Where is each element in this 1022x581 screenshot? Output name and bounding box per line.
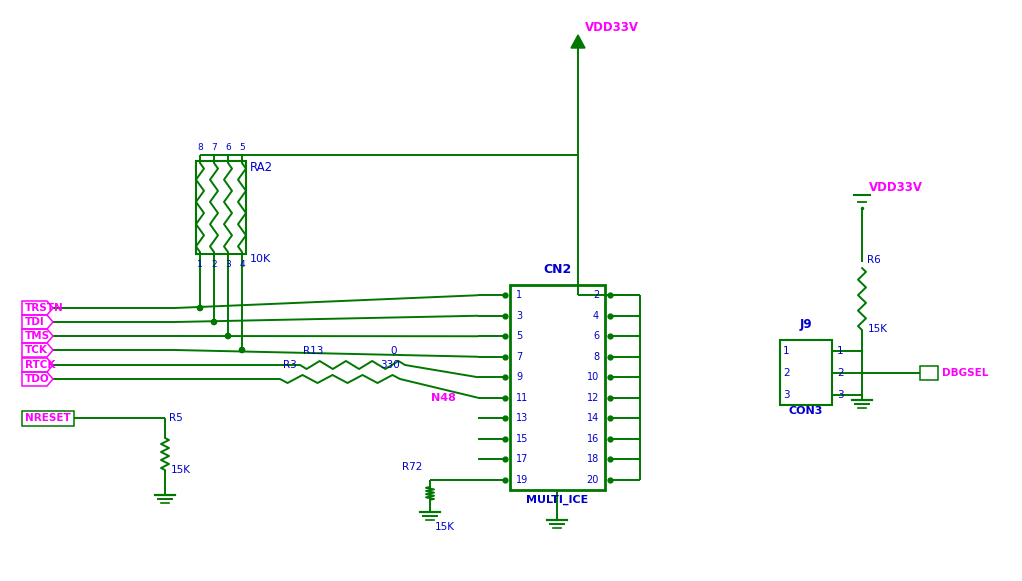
Text: 1: 1 — [516, 290, 522, 300]
Circle shape — [197, 306, 202, 310]
Text: 6: 6 — [593, 331, 599, 341]
Bar — [196, 161, 246, 254]
Text: 7: 7 — [516, 352, 522, 362]
Circle shape — [197, 306, 202, 310]
Text: DBGSEL: DBGSEL — [942, 368, 988, 378]
Circle shape — [239, 347, 244, 353]
Text: 20: 20 — [587, 475, 599, 485]
Text: 9: 9 — [516, 372, 522, 382]
Text: VDD33V: VDD33V — [869, 181, 923, 194]
Text: RA2: RA2 — [250, 161, 273, 174]
Text: 7: 7 — [212, 143, 217, 152]
Text: 17: 17 — [516, 454, 528, 464]
Text: 1: 1 — [783, 346, 790, 356]
Text: 10: 10 — [587, 372, 599, 382]
Text: CON3: CON3 — [789, 406, 823, 416]
Bar — [22, 411, 74, 426]
Text: 18: 18 — [587, 454, 599, 464]
Text: 2: 2 — [837, 368, 843, 378]
Text: 15K: 15K — [868, 324, 888, 334]
Text: TDO: TDO — [25, 374, 50, 384]
Text: 8: 8 — [593, 352, 599, 362]
Text: 6: 6 — [225, 143, 231, 152]
Text: TRSTN: TRSTN — [25, 303, 63, 313]
Text: MULTI_ICE: MULTI_ICE — [526, 495, 589, 505]
Text: 16: 16 — [587, 434, 599, 444]
Text: 14: 14 — [587, 413, 599, 423]
Text: 5: 5 — [239, 143, 245, 152]
Text: 2: 2 — [593, 290, 599, 300]
Circle shape — [226, 333, 231, 339]
Text: R5: R5 — [169, 413, 183, 423]
Circle shape — [226, 333, 231, 339]
Text: 1: 1 — [197, 260, 203, 269]
Text: 4: 4 — [239, 260, 245, 269]
Text: RTCK: RTCK — [25, 360, 55, 370]
Text: 2: 2 — [783, 368, 790, 378]
Circle shape — [212, 320, 217, 325]
Text: 3: 3 — [225, 260, 231, 269]
Text: 11: 11 — [516, 393, 528, 403]
Text: 8: 8 — [197, 143, 203, 152]
Text: 4: 4 — [593, 311, 599, 321]
Polygon shape — [571, 35, 585, 48]
Text: 15K: 15K — [435, 522, 455, 532]
Circle shape — [239, 347, 244, 353]
Text: R3: R3 — [283, 360, 296, 370]
Text: 1: 1 — [837, 346, 843, 356]
Bar — [920, 366, 938, 380]
Text: TCK: TCK — [25, 345, 48, 355]
Text: R13: R13 — [303, 346, 323, 356]
Text: TMS: TMS — [25, 331, 50, 341]
Text: 12: 12 — [587, 393, 599, 403]
Text: 2: 2 — [212, 260, 217, 269]
Text: 0: 0 — [390, 346, 397, 356]
Text: 15: 15 — [516, 434, 528, 444]
Text: NRESET: NRESET — [25, 413, 71, 423]
Text: N48: N48 — [431, 393, 456, 403]
Circle shape — [212, 320, 217, 325]
Text: VDD33V: VDD33V — [585, 21, 639, 34]
Text: TDI: TDI — [25, 317, 45, 327]
Text: 10K: 10K — [250, 254, 271, 264]
Text: CN2: CN2 — [544, 263, 571, 276]
Text: 19: 19 — [516, 475, 528, 485]
Text: 330: 330 — [380, 360, 400, 370]
Text: 15K: 15K — [171, 465, 191, 475]
Text: 3: 3 — [783, 390, 790, 400]
Text: 13: 13 — [516, 413, 528, 423]
Text: R6: R6 — [867, 255, 881, 265]
Text: 3: 3 — [516, 311, 522, 321]
Bar — [510, 285, 605, 490]
Text: 5: 5 — [516, 331, 522, 341]
Text: J9: J9 — [799, 318, 812, 331]
Text: R72: R72 — [402, 462, 422, 472]
Bar — [780, 340, 832, 405]
Text: 3: 3 — [837, 390, 843, 400]
